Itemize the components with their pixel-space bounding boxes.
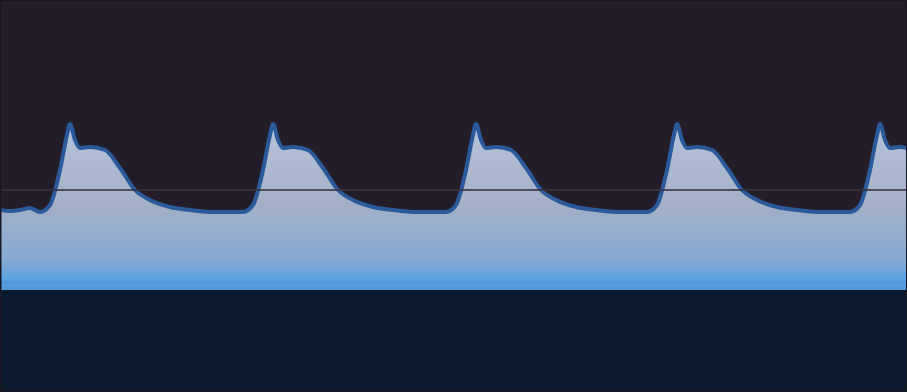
background-bottom bbox=[0, 290, 907, 392]
plot-area bbox=[0, 124, 907, 290]
plot-frame bbox=[1, 1, 907, 392]
baseline-glow bbox=[0, 284, 907, 290]
envelope-line bbox=[0, 124, 907, 212]
cursor-line bbox=[0, 189, 907, 191]
doppler-chart bbox=[0, 0, 907, 392]
spectral-area bbox=[0, 124, 907, 290]
background-top bbox=[0, 0, 907, 290]
